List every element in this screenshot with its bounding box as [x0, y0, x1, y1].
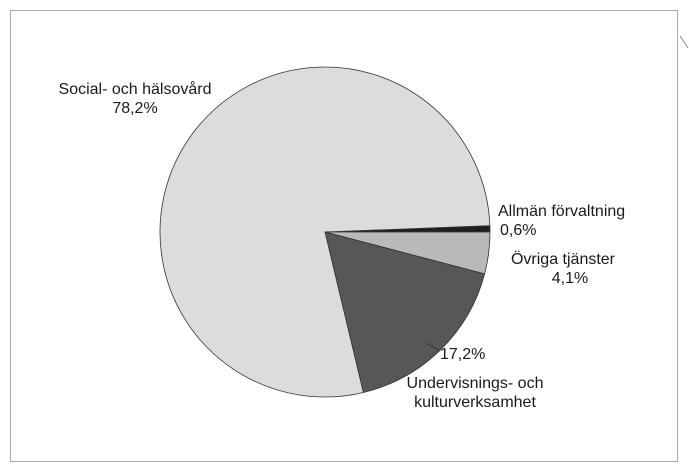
leader-line [425, 342, 441, 352]
corner-mark [679, 35, 689, 49]
slice-label: Allmän förvaltning 0,6% [498, 202, 688, 240]
value-label: 0,6% [500, 222, 537, 239]
category-label: Undervisnings- och kulturverksamhet [406, 375, 544, 411]
slice-label: Social- och hälsovård 78,2% [30, 80, 240, 118]
value-label: 78,2% [112, 100, 158, 117]
pie-slice [159, 66, 491, 398]
category-label: Allmän förvaltning [498, 203, 626, 220]
category-label: Övriga tjänster [510, 251, 616, 268]
category-label: Social- och hälsovård [58, 81, 212, 98]
pie [159, 66, 491, 398]
frame [10, 10, 678, 462]
pie-slice [324, 231, 486, 393]
value-label: 17,2% [440, 346, 486, 363]
value-label: 4,1% [551, 270, 589, 287]
slice-label: 17,2% Undervisnings- och kulturverksamhet [400, 345, 560, 412]
slice-label: Övriga tjänster 4,1% [488, 250, 638, 288]
